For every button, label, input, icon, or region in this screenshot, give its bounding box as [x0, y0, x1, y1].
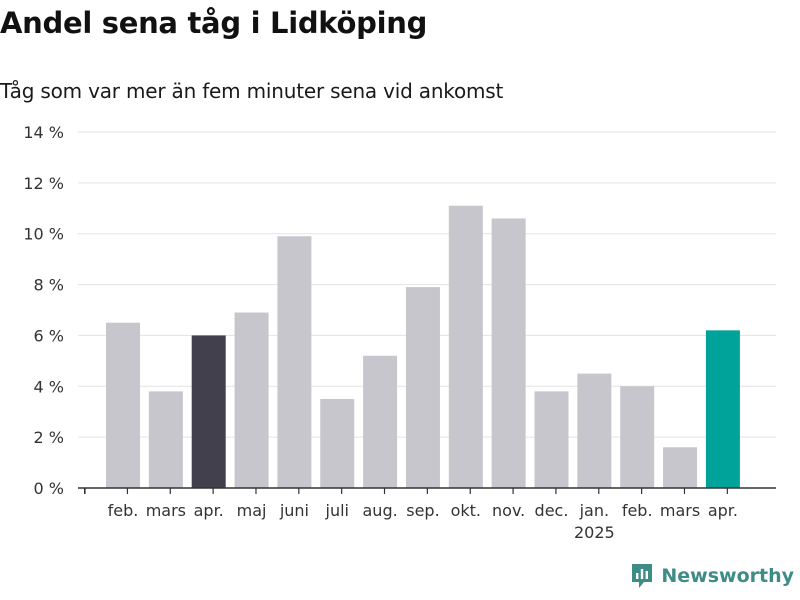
x-tick-label: jan.: [579, 501, 609, 520]
x-year-label: 2025: [574, 523, 615, 542]
y-tick-label: 12 %: [23, 174, 64, 193]
y-tick-label: 8 %: [34, 276, 64, 295]
bar: [405, 287, 440, 488]
bar: [491, 218, 526, 488]
x-tick-label: sep.: [406, 501, 439, 520]
bar: [234, 312, 269, 488]
y-tick-label: 6 %: [34, 326, 64, 345]
bar: [106, 322, 140, 488]
bar: [577, 373, 612, 488]
newsworthy-logo-icon: [632, 564, 653, 588]
x-tick-label: maj: [237, 501, 267, 520]
bar: [320, 399, 355, 488]
y-tick-label: 2 %: [34, 428, 64, 447]
x-tick-label: feb.: [108, 501, 139, 520]
chart-subtitle: Tåg som var mer än fem minuter sena vid …: [0, 79, 504, 103]
bar: [705, 330, 740, 488]
bar: [663, 447, 698, 488]
x-tick-label: okt.: [451, 501, 481, 520]
y-tick-label: 4 %: [34, 377, 64, 396]
x-tick-label: apr.: [708, 501, 738, 520]
x-tick-label: feb.: [622, 501, 653, 520]
y-tick-label: 14 %: [23, 123, 64, 142]
x-tick-label: juli: [325, 501, 349, 520]
bar: [448, 205, 483, 488]
x-tick-label: nov.: [492, 501, 525, 520]
y-tick-label: 10 %: [23, 225, 64, 244]
chart-title: Andel sena tåg i Lidköping: [0, 6, 428, 40]
y-tick-label: 0 %: [34, 479, 64, 498]
x-tick-label: dec.: [535, 501, 569, 520]
bar: [620, 386, 655, 488]
bar: [534, 391, 569, 488]
bar: [191, 335, 226, 488]
bar: [148, 391, 183, 488]
brand-name: Newsworthy: [661, 565, 794, 587]
x-tick-label: juni: [279, 501, 309, 520]
brand-logo: Newsworthy: [630, 562, 794, 590]
x-tick-label: apr.: [194, 501, 224, 520]
bar: [363, 355, 398, 488]
x-tick-label: mars: [660, 501, 700, 520]
bar: [277, 236, 312, 488]
x-tick-label: aug.: [363, 501, 398, 520]
x-tick-label: mars: [146, 501, 186, 520]
